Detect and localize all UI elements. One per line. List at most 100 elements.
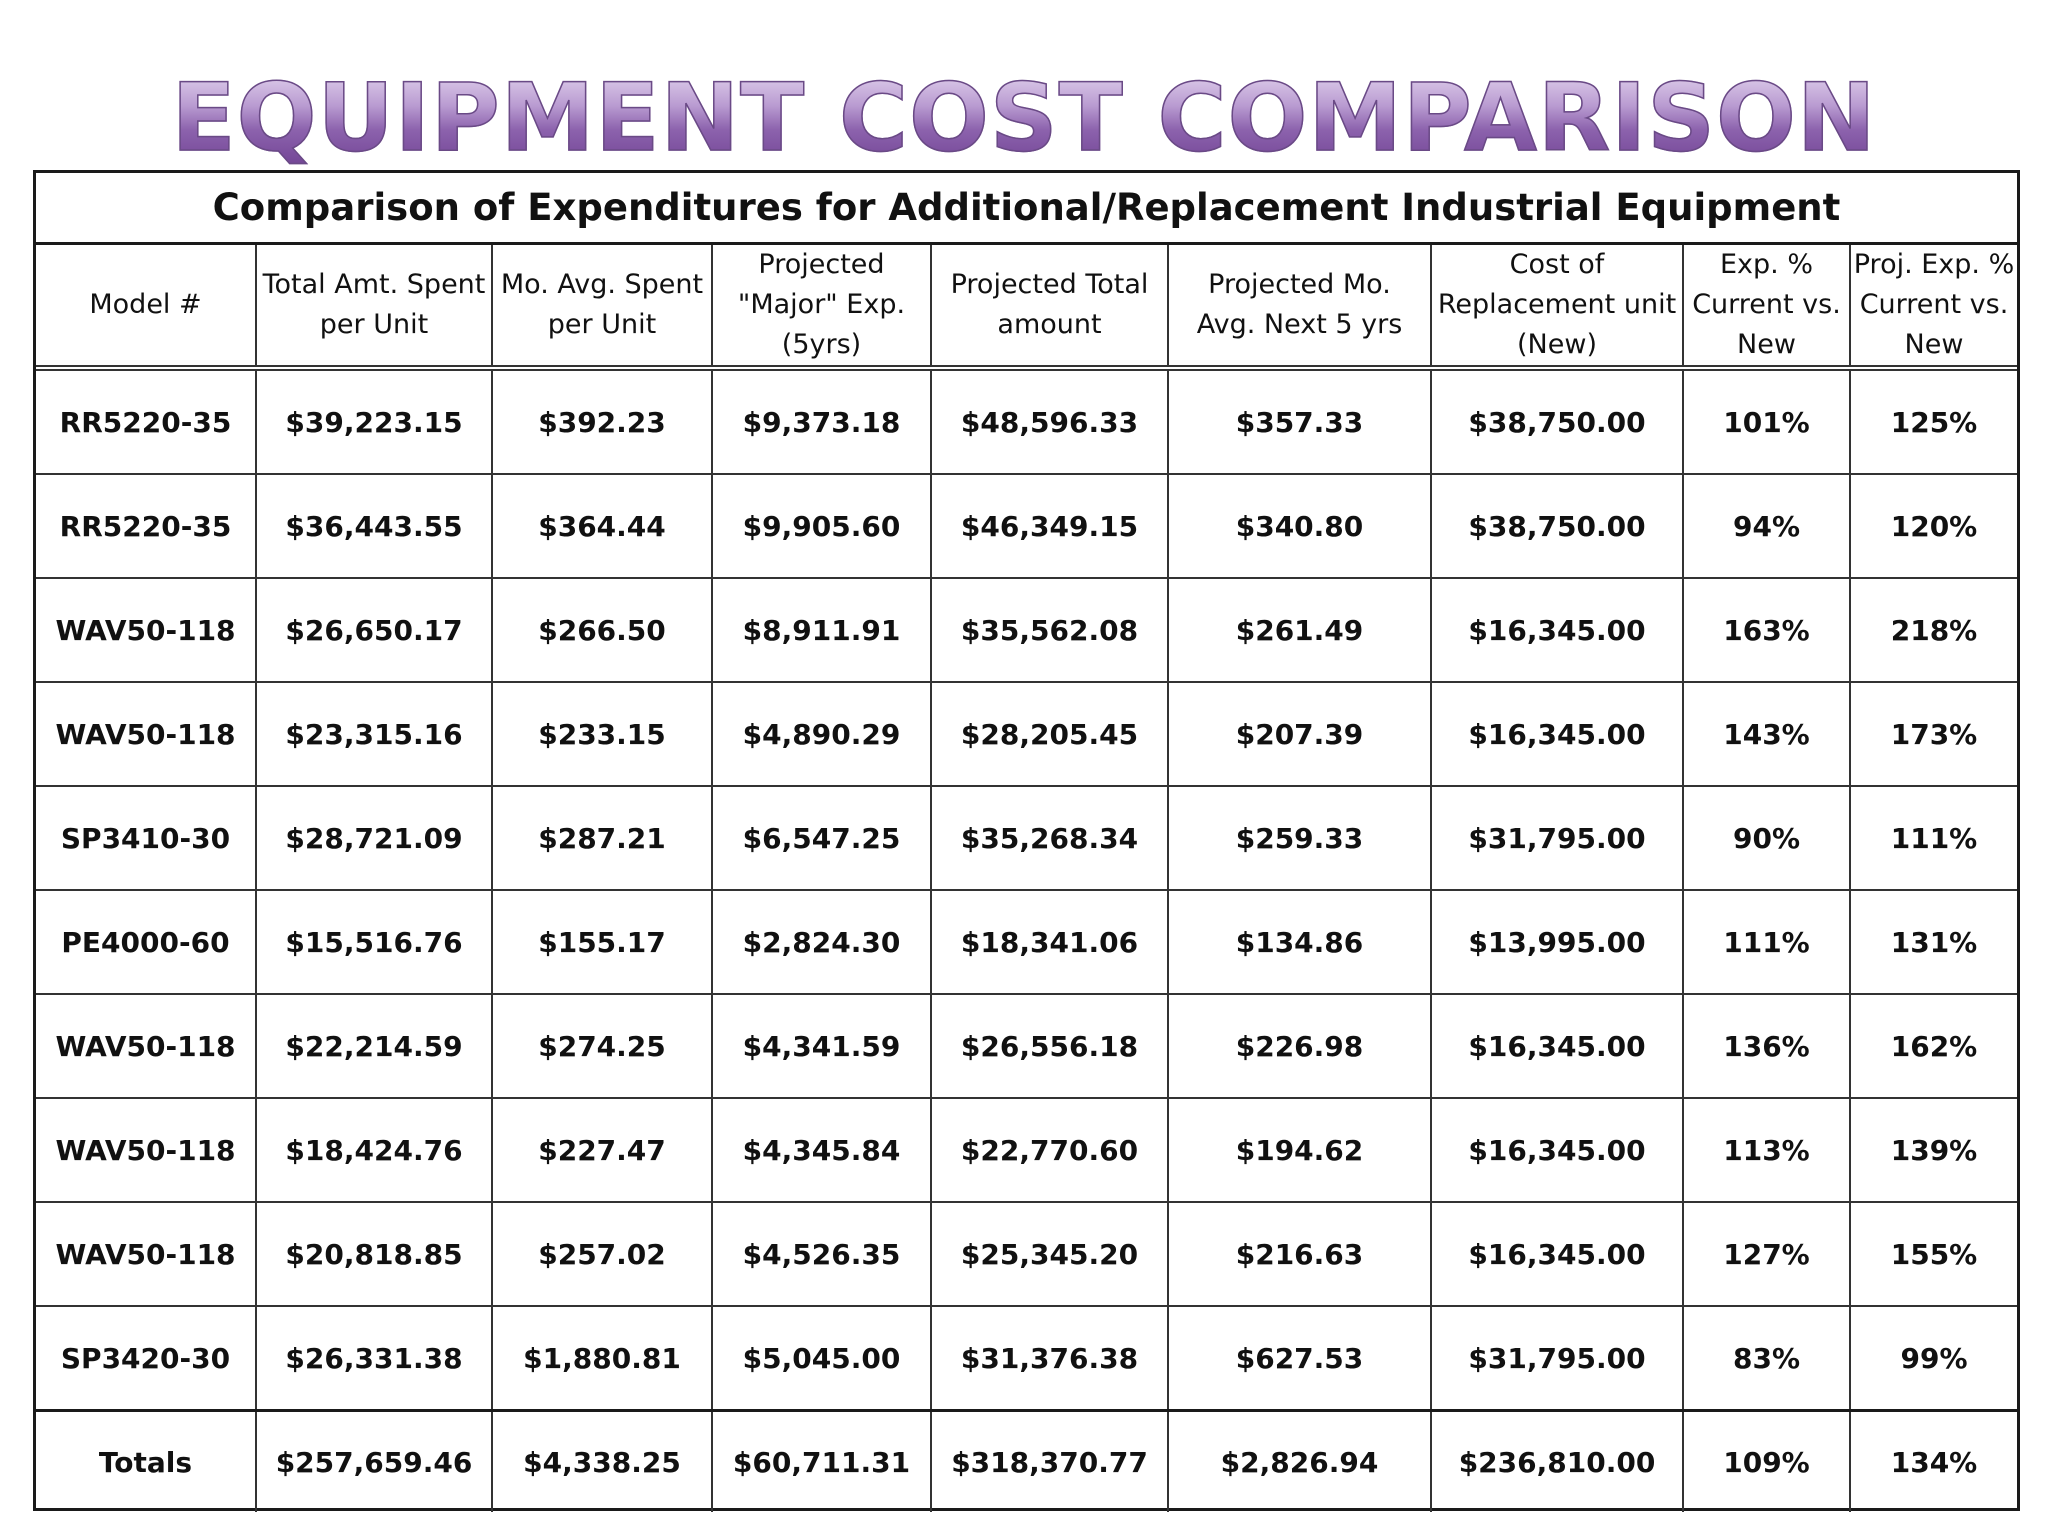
data-grid: Model # Total Amt. Spent per Unit Mo. Av… [36,245,2017,1512]
cell-model: WAV50-118 [36,1097,256,1202]
cell-projected-total: $46,349.15 [930,473,1168,578]
cell-exp-percent: 143% [1682,681,1850,786]
cell-projected-total: $22,770.60 [930,1097,1168,1202]
cell-projected-major-exp: $6,547.25 [711,785,931,890]
cell-model: WAV50-118 [36,577,256,682]
cell-replacement-cost: $38,750.00 [1430,368,1683,474]
cell-projected-major-exp: $4,526.35 [711,1201,931,1306]
cell-total-spent: $20,818.85 [255,1201,492,1306]
cell-proj-exp-percent: 173% [1849,681,2017,786]
cell-exp-percent: 136% [1682,993,1850,1098]
column-header-proj-exp-percent: Proj. Exp. % Current vs. New [1849,245,2017,371]
total-monthly-avg-spent: $4,338.25 [491,1409,712,1512]
cell-proj-exp-percent: 111% [1849,785,2017,890]
cell-proj-exp-percent: 162% [1849,993,2017,1098]
table-row: RR5220-35 $36,443.55 $364.44 $9,905.60 $… [36,473,2017,578]
cell-total-spent: $39,223.15 [255,368,492,474]
cell-model: PE4000-60 [36,889,256,994]
column-header-projected-total: Projected Total amount [930,245,1168,371]
comparison-table: Comparison of Expenditures for Additiona… [33,170,2020,1512]
cell-projected-total: $31,376.38 [930,1305,1168,1411]
cell-total-spent: $18,424.76 [255,1097,492,1202]
cell-model: RR5220-35 [36,473,256,578]
cell-monthly-avg-spent: $287.21 [491,785,712,890]
cell-replacement-cost: $31,795.00 [1430,785,1683,890]
cell-total-spent: $22,214.59 [255,993,492,1098]
total-projected-monthly-avg: $2,826.94 [1167,1409,1431,1512]
cell-projected-monthly-avg: $261.49 [1167,577,1431,682]
page-title: EQUIPMENT COST COMPARISON [0,63,2048,174]
cell-projected-monthly-avg: $134.86 [1167,889,1431,994]
cell-projected-total: $18,341.06 [930,889,1168,994]
table-row: WAV50-118 $18,424.76 $227.47 $4,345.84 $… [36,1097,2017,1202]
totals-label: Totals [36,1409,256,1512]
cell-total-spent: $15,516.76 [255,889,492,994]
column-header-replacement-cost: Cost of Replacement unit (New) [1430,245,1683,371]
cell-exp-percent: 127% [1682,1201,1850,1306]
cell-model: SP3420-30 [36,1305,256,1411]
cell-model: WAV50-118 [36,1201,256,1306]
column-header-model: Model # [36,245,256,371]
cell-replacement-cost: $16,345.00 [1430,993,1683,1098]
cell-projected-total: $35,562.08 [930,577,1168,682]
cell-monthly-avg-spent: $364.44 [491,473,712,578]
cell-monthly-avg-spent: $233.15 [491,681,712,786]
cell-projected-monthly-avg: $226.98 [1167,993,1431,1098]
cell-projected-monthly-avg: $216.63 [1167,1201,1431,1306]
cell-monthly-avg-spent: $155.17 [491,889,712,994]
cell-projected-monthly-avg: $357.33 [1167,368,1431,474]
table-row: WAV50-118 $22,214.59 $274.25 $4,341.59 $… [36,993,2017,1098]
cell-proj-exp-percent: 139% [1849,1097,2017,1202]
totals-row: Totals $257,659.46 $4,338.25 $60,711.31 … [36,1409,2017,1512]
column-header-total-spent: Total Amt. Spent per Unit [255,245,492,371]
cell-exp-percent: 101% [1682,368,1850,474]
cell-replacement-cost: $31,795.00 [1430,1305,1683,1411]
cell-model: WAV50-118 [36,993,256,1098]
cell-monthly-avg-spent: $257.02 [491,1201,712,1306]
cell-projected-monthly-avg: $207.39 [1167,681,1431,786]
cell-projected-major-exp: $8,911.91 [711,577,931,682]
table-caption: Comparison of Expenditures for Additiona… [36,173,2017,245]
total-projected-major-exp: $60,711.31 [711,1409,931,1512]
cell-proj-exp-percent: 120% [1849,473,2017,578]
cell-projected-major-exp: $5,045.00 [711,1305,931,1411]
cell-replacement-cost: $16,345.00 [1430,577,1683,682]
column-header-projected-major-exp: Projected "Major" Exp. (5yrs) [711,245,931,371]
cell-monthly-avg-spent: $266.50 [491,577,712,682]
cell-replacement-cost: $16,345.00 [1430,681,1683,786]
total-replacement-cost: $236,810.00 [1430,1409,1683,1512]
cell-exp-percent: 83% [1682,1305,1850,1411]
table-row: SP3420-30 $26,331.38 $1,880.81 $5,045.00… [36,1305,2017,1411]
cell-monthly-avg-spent: $392.23 [491,368,712,474]
table-row: SP3410-30 $28,721.09 $287.21 $6,547.25 $… [36,785,2017,890]
cell-total-spent: $28,721.09 [255,785,492,890]
cell-projected-major-exp: $2,824.30 [711,889,931,994]
total-exp-percent: 109% [1682,1409,1850,1512]
table-row: WAV50-118 $23,315.16 $233.15 $4,890.29 $… [36,681,2017,786]
cell-proj-exp-percent: 218% [1849,577,2017,682]
cell-exp-percent: 163% [1682,577,1850,682]
cell-projected-total: $26,556.18 [930,993,1168,1098]
cell-model: RR5220-35 [59,405,232,439]
cell-projected-major-exp: $4,341.59 [711,993,931,1098]
cell-total-spent: $26,650.17 [255,577,492,682]
cell-exp-percent: 90% [1682,785,1850,890]
cell-model: SP3410-30 [36,785,256,890]
cell-projected-monthly-avg: $340.80 [1167,473,1431,578]
cell-projected-major-exp: $9,373.18 [711,368,931,474]
table-row: WAV50-118 $20,818.85 $257.02 $4,526.35 $… [36,1201,2017,1306]
total-projected-total: $318,370.77 [930,1409,1168,1512]
column-header-monthly-avg-spent: Mo. Avg. Spent per Unit [491,245,712,371]
cell-monthly-avg-spent: $274.25 [491,993,712,1098]
cell-exp-percent: 94% [1682,473,1850,578]
cell-replacement-cost: $16,345.00 [1430,1201,1683,1306]
total-total-spent: $257,659.46 [255,1409,492,1512]
cell-projected-major-exp: $4,345.84 [711,1097,931,1202]
cell-exp-percent: 113% [1682,1097,1850,1202]
cell-proj-exp-percent: 155% [1849,1201,2017,1306]
cell-total-spent: $26,331.38 [255,1305,492,1411]
cell-monthly-avg-spent: $227.47 [491,1097,712,1202]
column-header-projected-monthly-avg: Projected Mo. Avg. Next 5 yrs [1167,245,1431,371]
table-row: PE4000-60 $15,516.76 $155.17 $2,824.30 $… [36,889,2017,994]
cell-projected-monthly-avg: $194.62 [1167,1097,1431,1202]
